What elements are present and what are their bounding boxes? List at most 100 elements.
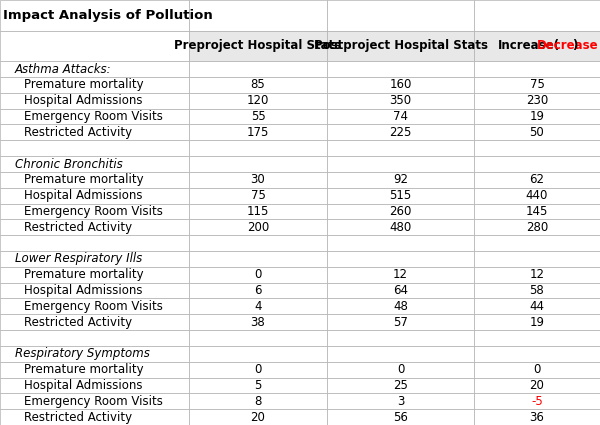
Bar [189, 77, 327, 93]
Text: Decrease: Decrease [537, 40, 599, 52]
Text: 12: 12 [393, 268, 408, 281]
Bar [0, 61, 189, 77]
Text: Lower Respiratory Ills: Lower Respiratory Ills [15, 252, 142, 266]
Text: 38: 38 [251, 316, 265, 329]
Bar [327, 93, 474, 109]
Text: Hospital Admissions: Hospital Admissions [24, 379, 143, 392]
Bar [474, 235, 600, 251]
Bar [327, 31, 474, 61]
Bar [327, 156, 474, 172]
Bar [474, 109, 600, 125]
Bar [474, 409, 600, 425]
Bar [189, 140, 327, 156]
Text: Premature mortality: Premature mortality [24, 79, 143, 91]
Bar [327, 362, 474, 377]
Bar [474, 394, 600, 409]
Text: 48: 48 [393, 300, 408, 313]
Text: 19: 19 [530, 110, 545, 123]
Text: 350: 350 [389, 94, 412, 107]
Bar [474, 125, 600, 140]
Text: 0: 0 [254, 268, 262, 281]
Bar [0, 172, 189, 188]
Text: 440: 440 [526, 189, 548, 202]
Bar [474, 77, 600, 93]
Text: 4: 4 [254, 300, 262, 313]
Text: 260: 260 [389, 205, 412, 218]
Bar [327, 219, 474, 235]
Text: 36: 36 [530, 411, 544, 424]
Text: 5: 5 [254, 379, 262, 392]
Bar [0, 394, 189, 409]
Text: Emergency Room Visits: Emergency Room Visits [24, 395, 163, 408]
Bar [0, 0, 189, 31]
Text: 0: 0 [533, 363, 541, 376]
Bar [327, 377, 474, 394]
Text: 200: 200 [247, 221, 269, 234]
Bar [0, 125, 189, 140]
Bar [189, 188, 327, 204]
Text: Respiratory Symptoms: Respiratory Symptoms [15, 347, 150, 360]
Text: 75: 75 [530, 79, 544, 91]
Text: 175: 175 [247, 126, 269, 139]
Text: 58: 58 [530, 284, 544, 297]
Bar [474, 31, 600, 61]
Bar [474, 156, 600, 172]
Bar [474, 330, 600, 346]
Text: 44: 44 [530, 300, 545, 313]
Text: 64: 64 [393, 284, 408, 297]
Bar [474, 172, 600, 188]
Text: 20: 20 [530, 379, 544, 392]
Bar [327, 314, 474, 330]
Text: 85: 85 [251, 79, 265, 91]
Text: 20: 20 [251, 411, 265, 424]
Text: Increase(: Increase( [497, 40, 560, 52]
Bar [189, 330, 327, 346]
Bar [0, 409, 189, 425]
Bar [327, 0, 474, 31]
Bar [327, 267, 474, 283]
Bar [0, 77, 189, 93]
Bar [0, 251, 189, 267]
Bar [327, 188, 474, 204]
Text: -5: -5 [531, 395, 543, 408]
Text: 62: 62 [530, 173, 545, 186]
Text: 8: 8 [254, 395, 262, 408]
Bar [0, 330, 189, 346]
Text: Asthma Attacks:: Asthma Attacks: [15, 62, 112, 76]
Text: Restricted Activity: Restricted Activity [24, 221, 132, 234]
Bar [327, 283, 474, 298]
Text: Hospital Admissions: Hospital Admissions [24, 94, 143, 107]
Text: 3: 3 [397, 395, 404, 408]
Bar [0, 362, 189, 377]
Text: Premature mortality: Premature mortality [24, 173, 143, 186]
Bar [0, 219, 189, 235]
Bar [327, 109, 474, 125]
Bar [0, 109, 189, 125]
Bar [189, 93, 327, 109]
Text: 225: 225 [389, 126, 412, 139]
Text: Restricted Activity: Restricted Activity [24, 126, 132, 139]
Bar [327, 172, 474, 188]
Bar [474, 283, 600, 298]
Text: Emergency Room Visits: Emergency Room Visits [24, 300, 163, 313]
Text: ): ) [572, 40, 577, 52]
Text: 230: 230 [526, 94, 548, 107]
Bar [189, 314, 327, 330]
Bar [474, 377, 600, 394]
Bar [189, 235, 327, 251]
Bar [189, 31, 327, 61]
Text: 57: 57 [393, 316, 408, 329]
Bar [189, 219, 327, 235]
Text: 480: 480 [389, 221, 412, 234]
Bar [0, 31, 189, 61]
Text: 0: 0 [254, 363, 262, 376]
Text: 19: 19 [530, 316, 545, 329]
Text: Postproject Hospital Stats: Postproject Hospital Stats [314, 40, 487, 52]
Bar [189, 377, 327, 394]
Text: Restricted Activity: Restricted Activity [24, 316, 132, 329]
Bar [0, 188, 189, 204]
Bar [189, 409, 327, 425]
Bar [189, 267, 327, 283]
Bar [189, 251, 327, 267]
Text: 160: 160 [389, 79, 412, 91]
